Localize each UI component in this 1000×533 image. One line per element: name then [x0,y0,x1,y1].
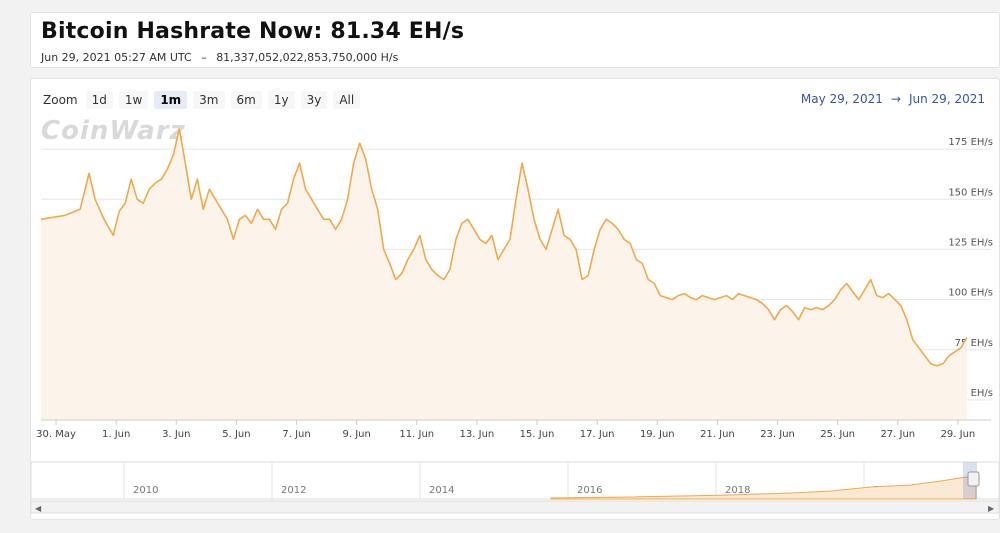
navigator-year-label: 2016 [577,485,602,496]
x-tick-label: 9. Jun [342,429,370,440]
date-range: May 29, 2021 → Jun 29, 2021 [801,92,985,106]
navigator-handle[interactable] [967,471,980,487]
zoom-all-button[interactable]: All [333,91,361,109]
navigator-year-label: 2012 [281,485,306,496]
zoom-toolbar: Zoom 1d 1w 1m 3m 6m 1y 3y All [43,91,361,109]
hashrate-area [41,129,967,420]
x-tick-label: 15. Jun [520,429,555,440]
page-title: Bitcoin Hashrate Now: 81.34 EH/s [41,19,465,44]
zoom-3m-button[interactable]: 3m [193,91,225,109]
x-tick-label: 11. Jun [399,429,434,440]
timestamp: Jun 29, 2021 05:27 AM UTC [41,51,192,64]
zoom-1y-button[interactable]: 1y [267,91,295,109]
x-tick-label: 30. May [36,429,76,440]
zoom-6m-button[interactable]: 6m [230,91,262,109]
hashrate-line [40,128,968,367]
navigator-year-label: 2014 [429,485,454,496]
scroll-right-arrow[interactable]: ▶ [988,504,995,513]
scroll-left-arrow[interactable]: ◀ [35,504,42,513]
x-tick-label: 19. Jun [640,429,675,440]
zoom-3y-button[interactable]: 3y [300,91,328,109]
zoom-1w-button[interactable]: 1w [118,91,149,109]
range-to-input[interactable]: Jun 29, 2021 [908,92,985,106]
x-tick-label: 7. Jun [282,429,310,440]
x-tick-label: 27. Jun [880,429,915,440]
y-tick-label: 125 EH/s [948,237,993,248]
scrollbar-track[interactable] [31,500,999,514]
x-tick-label: 17. Jun [580,429,615,440]
range-separator: → [890,92,901,106]
x-tick-label: 13. Jun [460,429,495,440]
x-tick-label: 25. Jun [820,429,855,440]
chart-card: Zoom 1d 1w 1m 3m 6m 1y 3y All May 29, 20… [30,78,1000,520]
navigator-year-label: 2010 [133,485,158,496]
raw-hashrate: 81,337,052,022,853,750,000 H/s [216,51,399,64]
y-tick-label: 50 EH/s [955,388,993,399]
coinwarz-watermark: CoinWarz [41,116,186,146]
navigator-year-label: 2018 [725,485,750,496]
hashrate-chart[interactable]: CoinWarz 50 EH/s 75 EH/s 100 EH/s 125 EH/s 1… [31,79,999,519]
header-card: Bitcoin Hashrate Now: 81.34 EH/s Jun 29,… [30,12,1000,68]
x-tick-label: 1. Jun [102,429,130,440]
x-tick-label: 5. Jun [222,429,250,440]
x-tick-label: 3. Jun [162,429,190,440]
y-tick-label: 75 EH/s [955,338,993,349]
zoom-label: Zoom [43,93,78,107]
navigator-series [550,476,977,500]
y-tick-label: 100 EH/s [948,288,993,299]
y-tick-label: 175 EH/s [948,137,993,148]
x-tick-label: 21. Jun [700,429,735,440]
separator: – [201,51,207,64]
zoom-1d-button[interactable]: 1d [85,91,113,109]
hashrate-subline: Jun 29, 2021 05:27 AM UTC – 81,337,052,0… [41,51,398,64]
range-from-input[interactable]: May 29, 2021 [800,92,883,106]
x-tick-label: 23. Jun [760,429,795,440]
zoom-1m-button[interactable]: 1m [154,91,188,109]
x-tick-label: 29. Jun [941,429,976,440]
y-tick-label: 150 EH/s [948,187,993,198]
